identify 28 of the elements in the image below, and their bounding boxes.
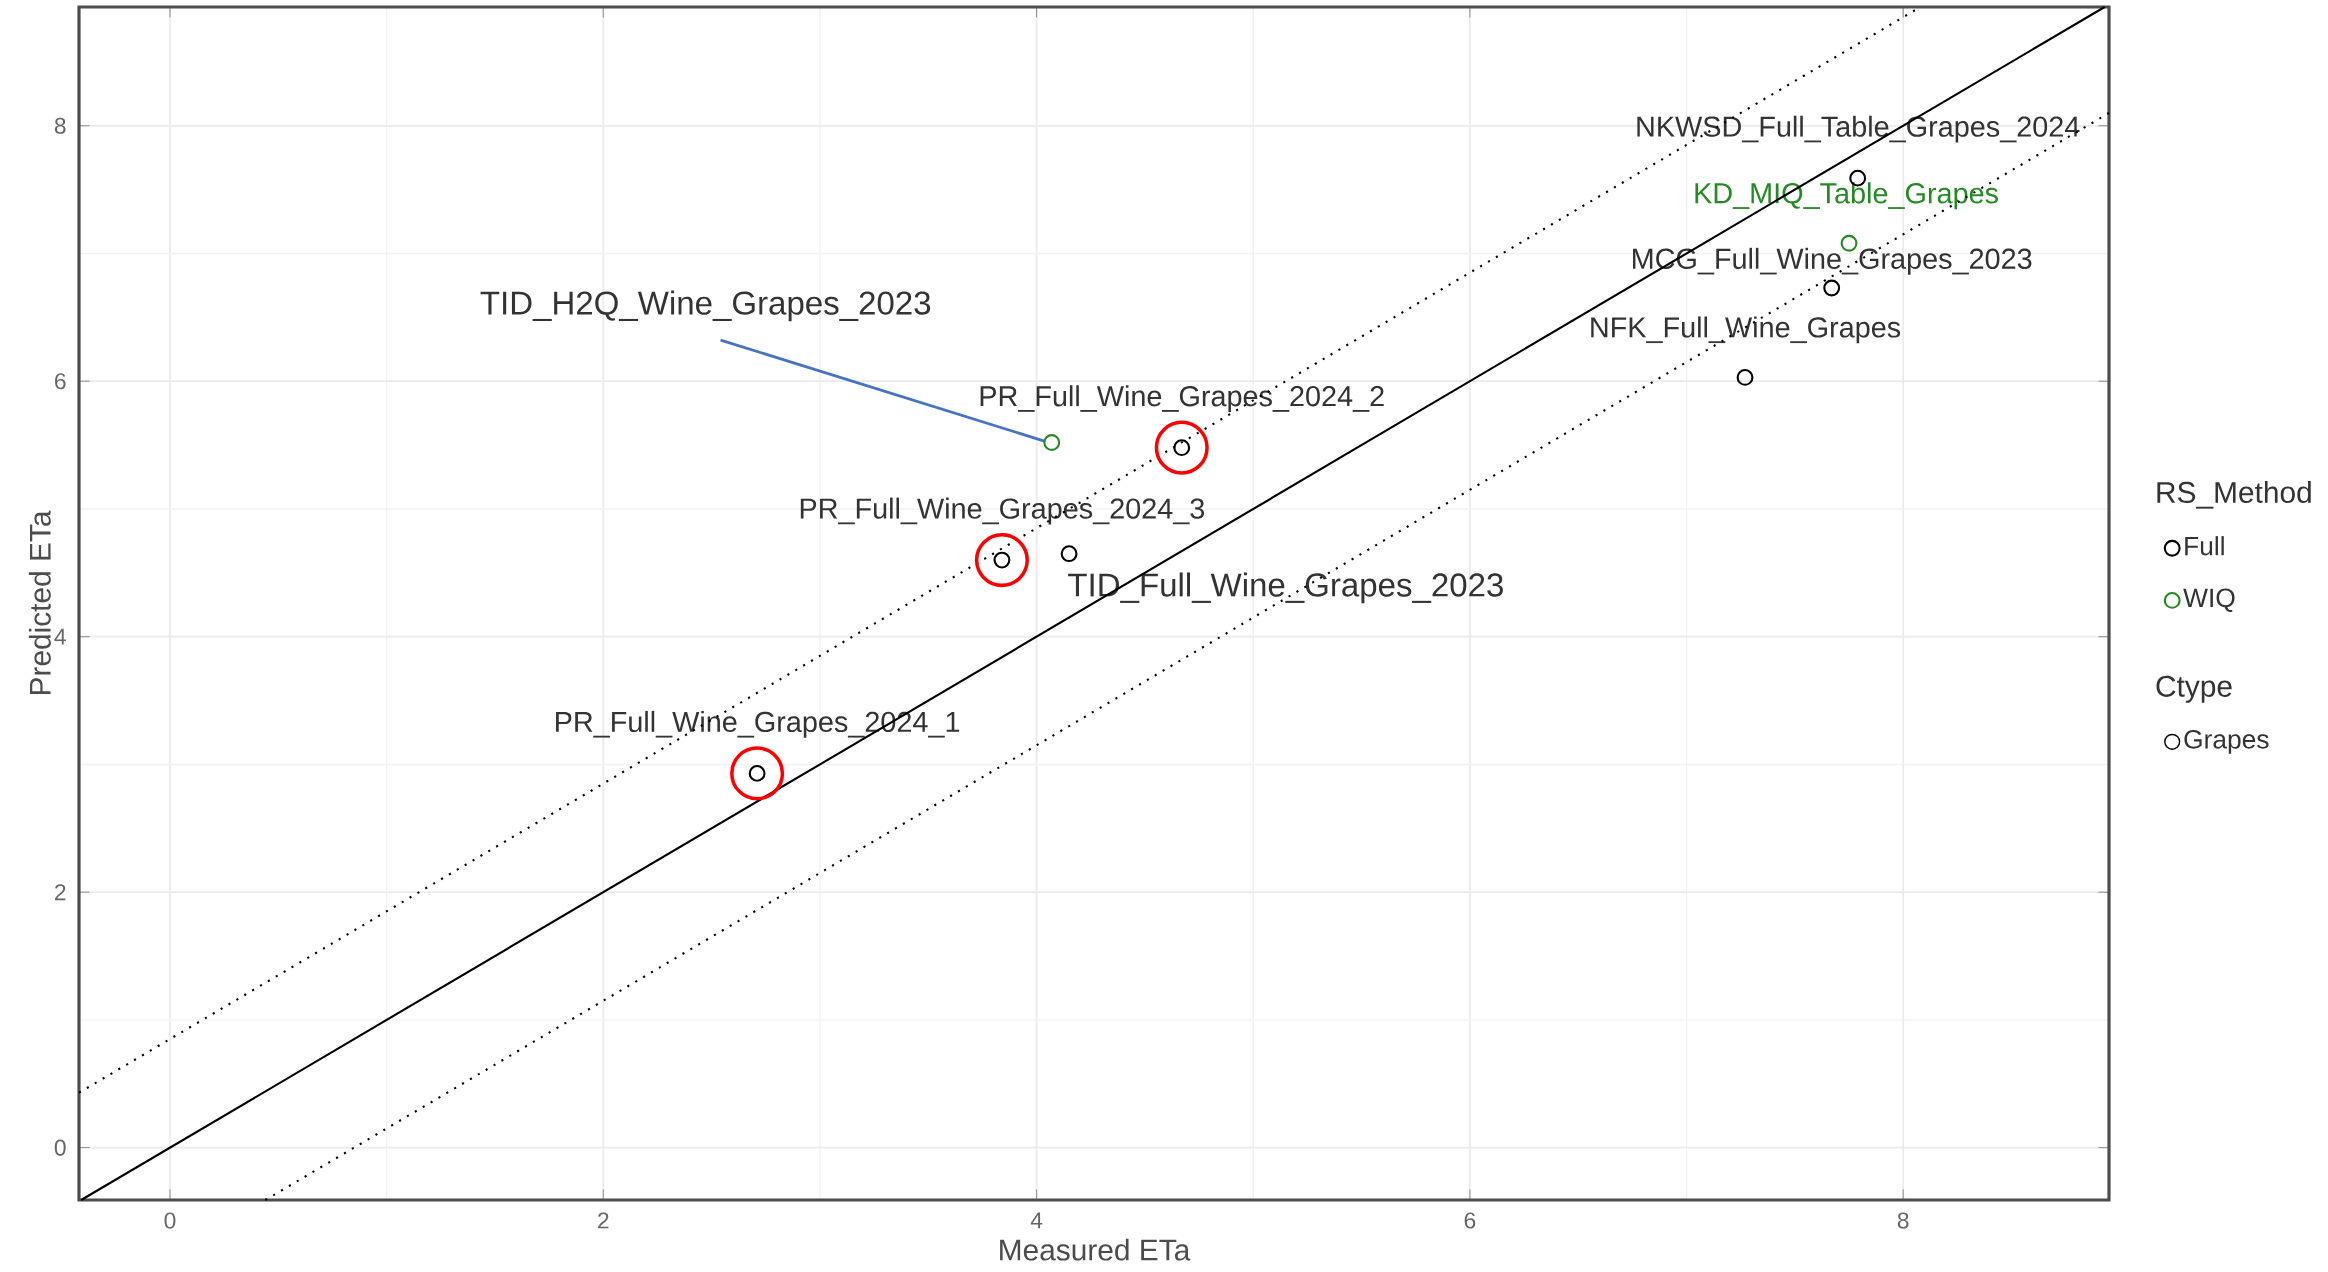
y-tick-label: 2 [55, 884, 66, 901]
legend-label: Full [2185, 536, 2224, 556]
point [1154, 420, 1209, 475]
y-tick-label: 6 [55, 373, 66, 390]
x-tick-label: 2 [598, 1212, 609, 1229]
y-tick-label: 0 [54, 1139, 66, 1156]
point [1736, 368, 1754, 386]
annotation: TID_H2Q_Wine_Grapes_2023 [480, 290, 931, 322]
annotation: PR_Full_Wine_Grapes_2024_2 [980, 385, 1384, 413]
legend-title: RS_Method [2157, 481, 2311, 509]
text: Ctype [2156, 675, 2232, 703]
point [730, 746, 785, 801]
x-tick-label: 8 [1897, 1212, 1909, 1229]
legend-label: WIQ [2183, 588, 2235, 612]
point [1823, 279, 1841, 297]
x-axis-title: Measured ETa [1000, 1238, 1191, 1261]
y-tick-label: 8 [54, 117, 66, 134]
y-tick-label: 4 [54, 628, 66, 645]
point [974, 533, 1029, 588]
x-tick-label: 0 [164, 1212, 176, 1229]
point [1060, 545, 1078, 563]
text: Grapes [2184, 729, 2269, 754]
x-tick-label: 6 [1464, 1212, 1476, 1229]
x-tick-label: 4 [1030, 1212, 1043, 1229]
annotation: NFK_Full_Wine_Grapes [1591, 316, 1901, 344]
y-axis-title: Predicted ETa [28, 510, 51, 695]
point [1043, 434, 1061, 451]
annotation: PR_Full_Wine_Grapes_2024_3 [800, 497, 1205, 525]
